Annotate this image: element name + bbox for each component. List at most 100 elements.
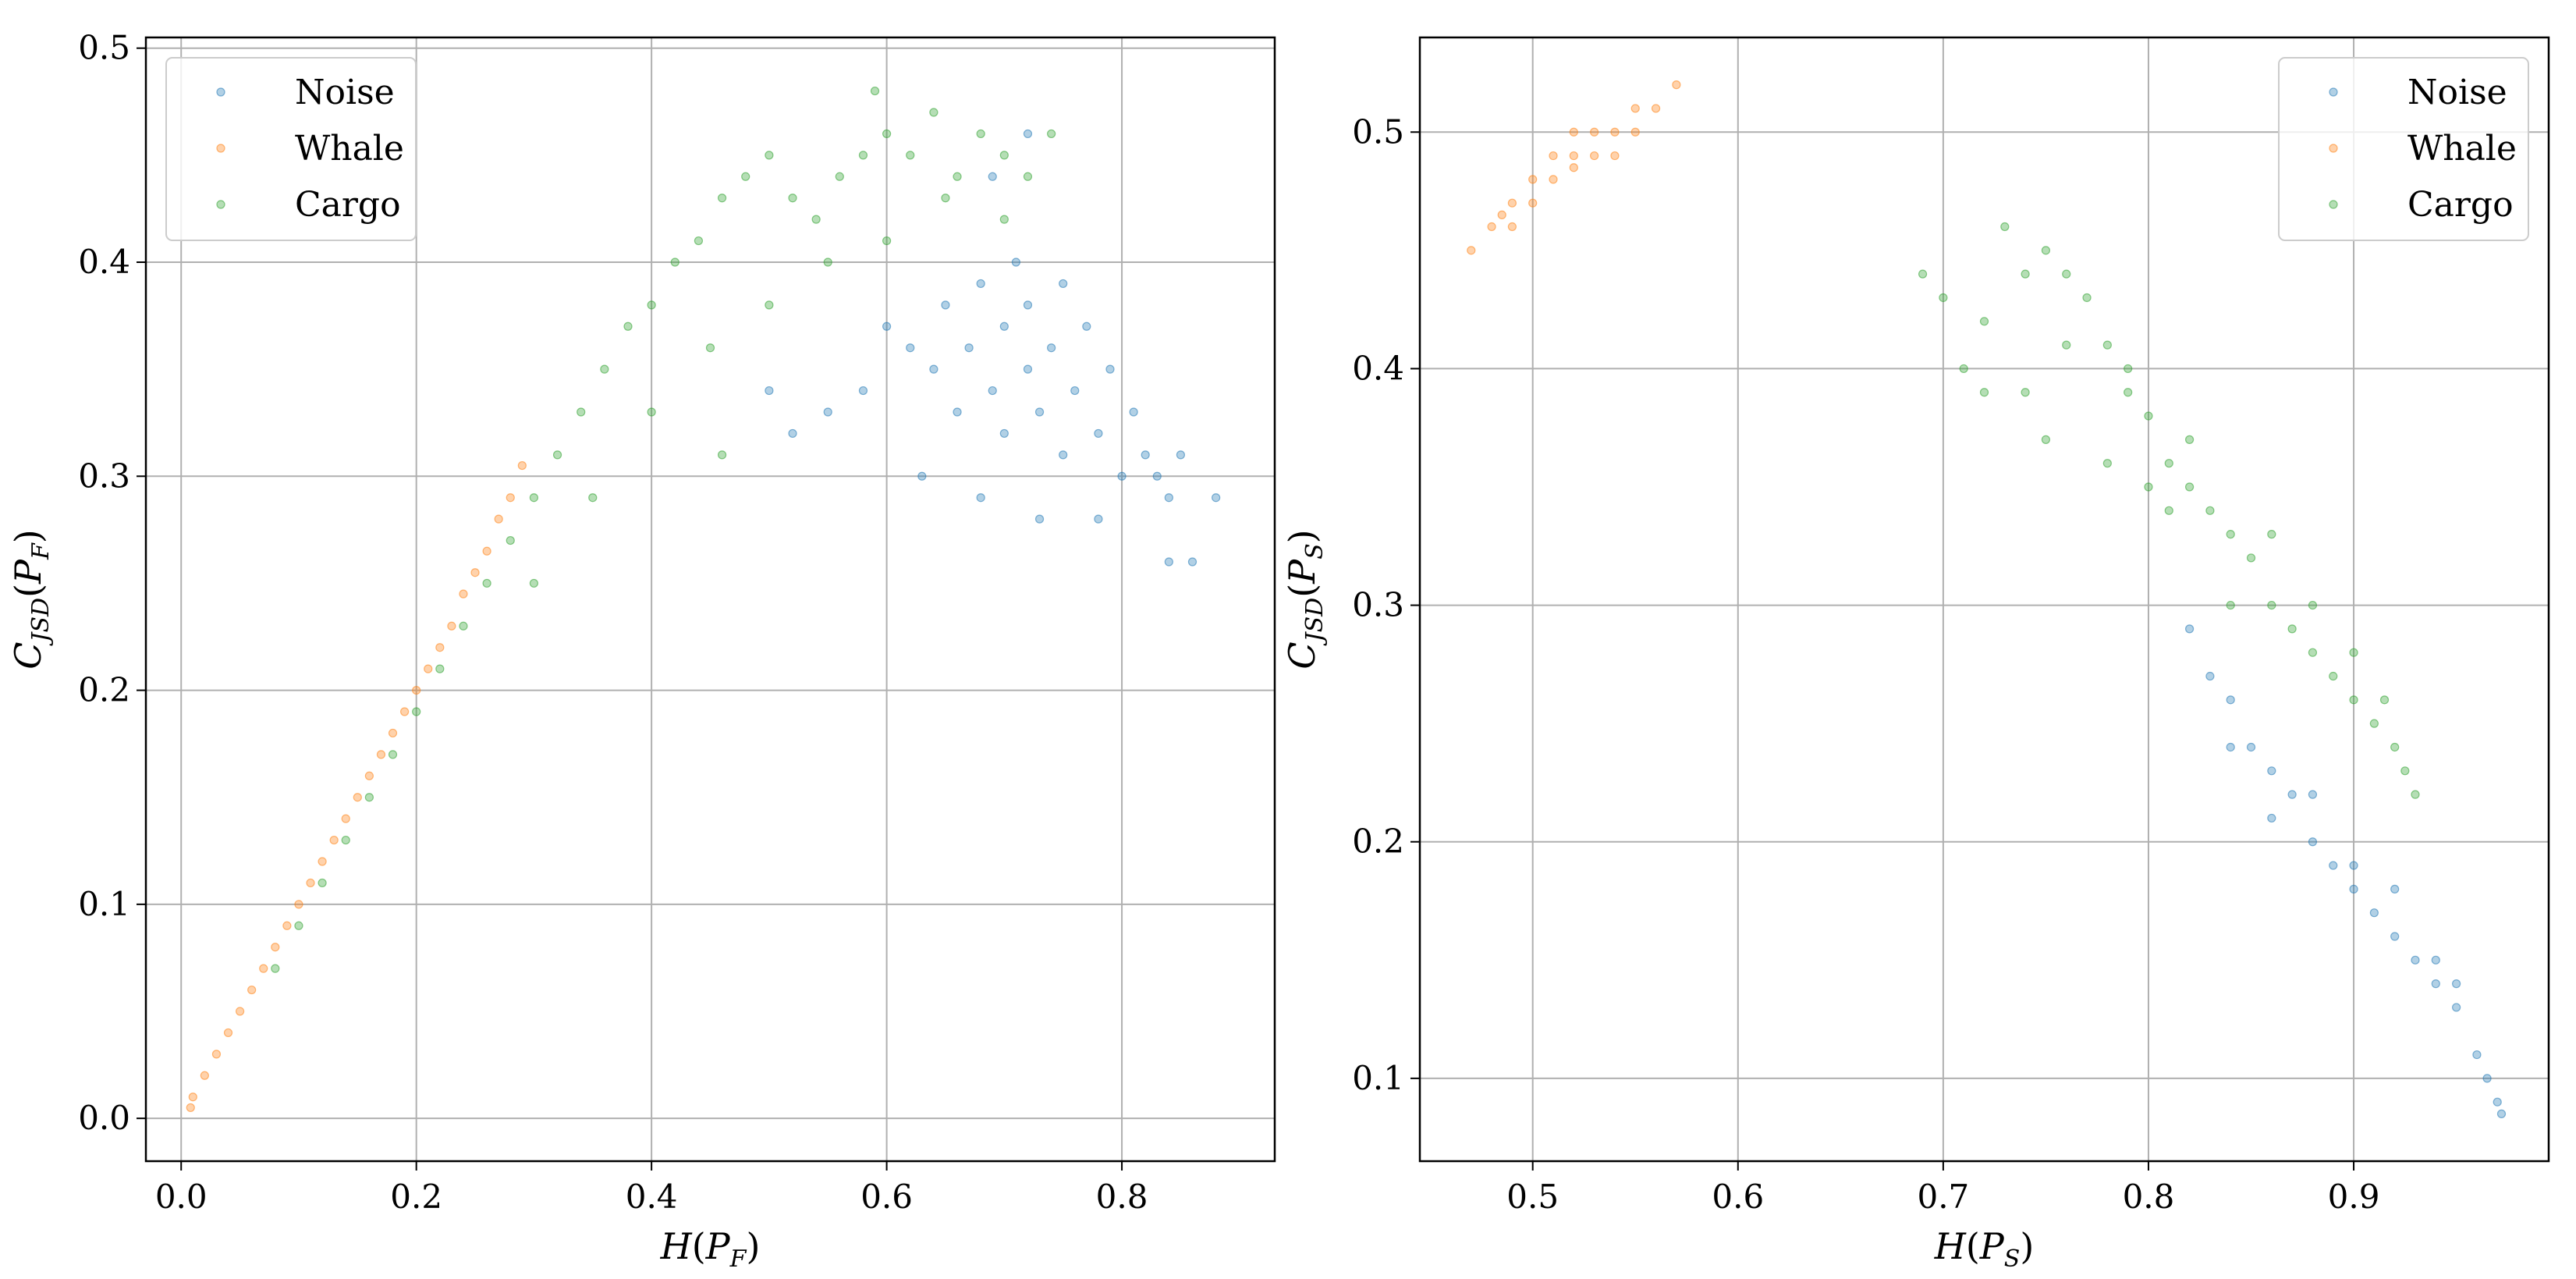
left-cargo-point: [529, 578, 539, 588]
right-noise-point: [2184, 624, 2195, 634]
right-noise-point: [2452, 979, 2461, 989]
right-noise-point: [2308, 790, 2318, 799]
left-whale-point: [188, 1092, 197, 1102]
left-cargo-point: [459, 621, 468, 631]
right-noise-point: [2287, 790, 2297, 799]
right-whale-point: [1610, 151, 1620, 161]
right-ylabel-base: C: [1281, 641, 1323, 669]
left-whale-point: [235, 1007, 245, 1016]
left-cargo-point: [435, 664, 445, 673]
right-noise-point: [2226, 695, 2235, 705]
left-whale-point: [271, 943, 280, 952]
right-cargo-point: [2144, 482, 2153, 492]
left-whale-point: [400, 707, 410, 716]
right-noise-point: [2390, 932, 2400, 941]
right-noise-point: [2493, 1097, 2502, 1107]
right-whale-point: [1651, 104, 1661, 113]
left-whale-point: [506, 493, 515, 503]
left-cargo-point: [388, 750, 398, 759]
right-noise-point: [2452, 1003, 2461, 1012]
right-cargo-point: [2062, 340, 2071, 350]
right-noise-point: [2267, 766, 2276, 776]
left-ylabel-base: C: [7, 642, 49, 670]
left-noise-point: [1070, 385, 1080, 396]
right-cargo-point: [2082, 293, 2092, 303]
right-noise-point: [2482, 1074, 2492, 1083]
right-cargo-point: [2041, 435, 2051, 444]
left-noise-point: [1023, 364, 1033, 374]
right-whale-point: [1528, 175, 1538, 184]
left-legend-box: [165, 57, 417, 241]
left-cargo-point: [623, 322, 633, 331]
right-cargo-point: [2062, 269, 2071, 279]
right-cargo-point: [2329, 671, 2338, 681]
right-ylabel-sub1: JSD: [1301, 598, 1329, 647]
right-noise-point: [2390, 884, 2400, 894]
right-whale-point: [1610, 127, 1620, 137]
left-noise-point: [1023, 129, 1033, 139]
left-cargo-point: [999, 215, 1009, 224]
right-whale-point: [1672, 80, 1681, 90]
right-x-tick-label: 0.6: [1712, 1178, 1764, 1216]
left-noise-point: [988, 172, 997, 181]
left-noise-point: [1152, 471, 1162, 481]
right-cargo-point: [2164, 459, 2173, 468]
right-whale-point: [1630, 127, 1640, 137]
left-cargo-point: [788, 194, 797, 203]
left-whale-point: [282, 921, 292, 930]
left-x-axis-label: H(PF): [660, 1225, 761, 1273]
right-x-tick-label: 0.5: [1506, 1178, 1559, 1216]
right-cargo-point: [2349, 695, 2358, 705]
left-noise-point: [953, 407, 962, 417]
right-noise-point: [2308, 837, 2318, 847]
left-y-tick-label: 0.3: [78, 457, 130, 495]
left-y-tick-label: 0.5: [78, 29, 130, 67]
left-whale-point: [247, 985, 257, 995]
right-whale-point: [1569, 151, 1578, 161]
right-cargo-point: [2102, 459, 2112, 468]
left-noise-point: [823, 407, 832, 417]
left-whale-point: [318, 857, 327, 866]
right-noise-point: [2411, 955, 2420, 965]
left-cargo-point: [882, 236, 892, 246]
right-cargo-point: [2287, 624, 2297, 634]
right-legend: Noise Whale Cargo: [2278, 57, 2529, 241]
right-cargo-point: [2267, 530, 2276, 539]
left-cargo-point: [835, 172, 844, 181]
left-noise-point: [929, 364, 939, 374]
left-cargo-point: [506, 535, 515, 545]
right-whale-point: [1590, 151, 1599, 161]
right-noise-point: [2226, 742, 2235, 752]
right-legend-label-cargo: Cargo: [2407, 185, 2514, 225]
left-noise-point: [976, 493, 985, 503]
right-cargo-point: [2226, 600, 2235, 610]
left-noise-point: [1212, 493, 1221, 503]
left-x-tick-label: 0.4: [626, 1178, 678, 1216]
left-scatter-points: [186, 86, 1221, 1113]
left-legend-marker-noise: [216, 87, 225, 97]
left-whale-point: [211, 1050, 222, 1059]
left-cargo-point: [882, 129, 892, 139]
right-chart-panel: 0.5 0.6 0.7 0.8 0.9 0.1 0.2 0.3 0.4 0.5 H(PS) CJS…: [1281, 36, 2550, 1273]
left-noise-point: [1059, 450, 1068, 460]
right-noise-point: [2329, 861, 2338, 870]
left-y-tick-label: 0.1: [78, 885, 130, 923]
left-legend-marker-whale: [216, 144, 225, 153]
left-noise-point: [941, 300, 950, 310]
left-noise-point: [1129, 407, 1138, 417]
left-cargo-point: [765, 300, 774, 310]
left-legend-label-whale: Whale: [295, 129, 404, 169]
right-legend-marker-cargo: [2329, 200, 2338, 209]
left-noise-point: [1176, 450, 1186, 460]
left-noise-point: [1094, 514, 1103, 524]
left-noise-point: [917, 471, 927, 481]
right-cargo-point: [2184, 435, 2195, 444]
right-scatter-points: [1467, 80, 2507, 1118]
right-noise-point: [2205, 671, 2215, 681]
right-whale-point: [1497, 210, 1506, 219]
left-cargo-point: [1023, 172, 1033, 181]
left-cargo-point: [588, 493, 598, 503]
left-xlabel-sub: F: [729, 1245, 747, 1273]
left-whale-point: [353, 793, 362, 802]
